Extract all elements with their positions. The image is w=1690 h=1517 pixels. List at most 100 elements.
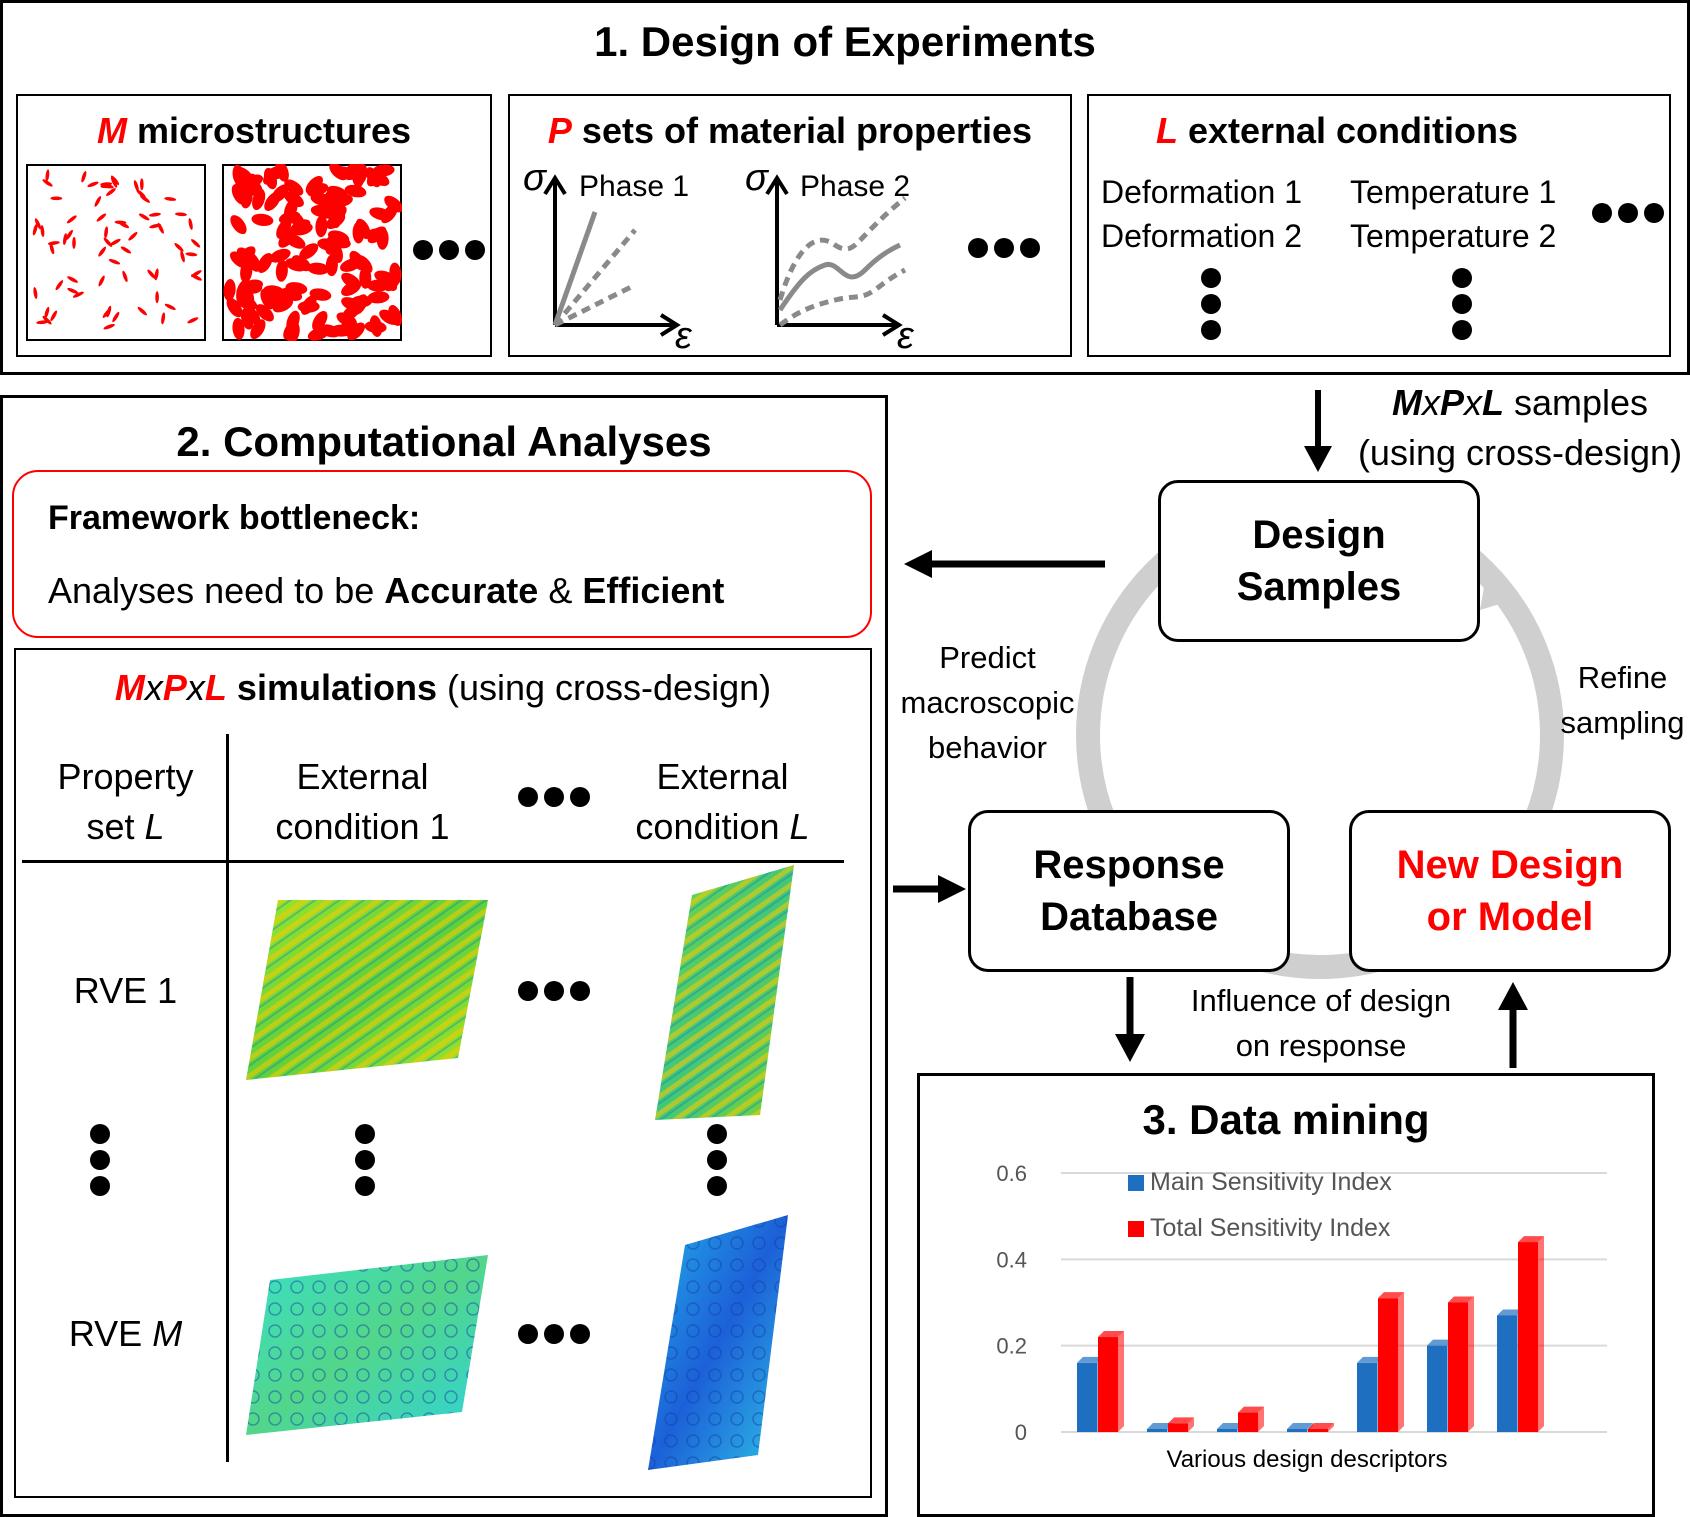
bar bbox=[1217, 1429, 1237, 1432]
conditions-label: external conditions bbox=[1177, 110, 1519, 151]
inclusion bbox=[120, 246, 132, 254]
inclusion bbox=[230, 215, 247, 235]
row-label-rve1: RVE 1 bbox=[73, 970, 178, 1011]
design-samples-line2: Samples bbox=[1236, 565, 1402, 609]
new-design-line2: or Model bbox=[1426, 895, 1594, 939]
inclusion bbox=[347, 322, 366, 341]
inclusion bbox=[44, 306, 50, 319]
inclusion bbox=[236, 279, 251, 301]
bar bbox=[1497, 1315, 1517, 1432]
properties-label: sets of material properties bbox=[571, 110, 1033, 151]
legend-label: Total Sensitivity Index bbox=[1150, 1214, 1391, 1242]
bar bbox=[1357, 1362, 1377, 1432]
bar bbox=[1378, 1298, 1398, 1432]
dm-title: 3. Data mining bbox=[1142, 1096, 1430, 1143]
inclusion bbox=[112, 311, 120, 323]
epsilon-label-1: ε bbox=[675, 315, 693, 355]
inclusion bbox=[359, 266, 372, 289]
inclusion bbox=[103, 237, 113, 247]
bar-top bbox=[1098, 1331, 1124, 1338]
inclusion bbox=[104, 226, 109, 239]
inclusion bbox=[164, 303, 176, 311]
stress-strain-plots: σ Phase 1 ε σ Phase 2 ε bbox=[523, 160, 915, 355]
inclusion bbox=[336, 312, 357, 327]
inclusion bbox=[114, 220, 127, 225]
inclusion bbox=[106, 188, 116, 196]
table-vline bbox=[226, 734, 229, 1462]
inclusion bbox=[243, 177, 263, 194]
properties-heading: P sets of material properties bbox=[508, 110, 1072, 152]
inclusion bbox=[109, 238, 121, 246]
y-tick-label: 0.6 bbox=[996, 1161, 1027, 1186]
inclusion bbox=[188, 218, 193, 230]
inclusion bbox=[191, 274, 202, 281]
bar-top bbox=[1168, 1417, 1194, 1424]
inclusion bbox=[42, 179, 53, 187]
y-tick-label: 0 bbox=[1015, 1420, 1027, 1445]
inclusion bbox=[147, 269, 156, 279]
vertical-ellipsis bbox=[707, 1124, 727, 1196]
bar-top bbox=[1378, 1292, 1404, 1299]
inclusion bbox=[275, 259, 288, 282]
deformation-1: Deformation 1 bbox=[1101, 174, 1302, 210]
design-samples-line1: Design bbox=[1252, 513, 1386, 557]
inclusion bbox=[94, 196, 102, 207]
ellipsis-dots bbox=[518, 981, 590, 1001]
rve1-condition1-plot bbox=[246, 900, 488, 1080]
cycle-arrowhead bbox=[1480, 570, 1513, 610]
inclusion bbox=[34, 218, 42, 230]
inclusion bbox=[271, 184, 289, 203]
inclusion bbox=[369, 207, 391, 221]
bar-top bbox=[1217, 1423, 1243, 1429]
inclusion bbox=[49, 242, 55, 255]
inclusion bbox=[284, 191, 304, 207]
bar bbox=[1308, 1429, 1328, 1432]
inclusion bbox=[36, 320, 49, 325]
rvem-conditionl-plot bbox=[648, 1215, 788, 1470]
inclusion bbox=[240, 307, 254, 330]
inclusion bbox=[33, 287, 38, 299]
bar bbox=[1238, 1412, 1258, 1432]
inclusion bbox=[40, 225, 45, 238]
var-p: P bbox=[547, 110, 572, 151]
inclusion bbox=[98, 275, 105, 287]
var-l: L bbox=[1155, 110, 1178, 151]
bar-side bbox=[1118, 1331, 1124, 1432]
header-property-set: Property set L bbox=[57, 756, 194, 847]
response-database-box: Response Database bbox=[968, 810, 1290, 972]
inclusion bbox=[72, 236, 76, 249]
phase1-plot bbox=[543, 174, 681, 337]
inclusion bbox=[315, 215, 328, 238]
inclusion bbox=[96, 213, 107, 222]
response-db-line2: Database bbox=[1040, 895, 1218, 939]
bar-side bbox=[1468, 1296, 1474, 1432]
conditions-heading: L external conditions bbox=[1087, 110, 1587, 152]
inclusion bbox=[297, 300, 320, 313]
table-hline bbox=[22, 860, 844, 863]
ellipsis-dots bbox=[518, 787, 590, 807]
simulations-heading: MxPxL simulations (using cross-design) bbox=[114, 667, 772, 708]
inclusion bbox=[328, 205, 347, 224]
bar bbox=[1098, 1337, 1118, 1432]
bar-top bbox=[1427, 1339, 1453, 1346]
inclusion bbox=[140, 195, 150, 203]
inclusion bbox=[343, 164, 361, 180]
design-samples-box: Design Samples bbox=[1158, 480, 1480, 642]
inclusion bbox=[275, 164, 289, 182]
sigma-label-2: σ bbox=[745, 160, 770, 199]
inclusion bbox=[365, 228, 388, 241]
y-tick-label: 0.4 bbox=[996, 1247, 1027, 1272]
temperature-1: Temperature 1 bbox=[1350, 174, 1557, 210]
bottleneck-box bbox=[12, 470, 872, 638]
inclusion bbox=[138, 213, 150, 221]
inclusion bbox=[175, 212, 187, 217]
new-design-box: New Design or Model bbox=[1349, 810, 1671, 972]
bar-top bbox=[1308, 1423, 1334, 1429]
inclusion bbox=[344, 184, 367, 198]
inclusion bbox=[148, 212, 161, 217]
vertical-ellipsis bbox=[1452, 268, 1472, 340]
inclusion bbox=[45, 169, 50, 182]
inclusion bbox=[309, 288, 332, 301]
simulation-results bbox=[246, 865, 794, 1470]
properties-box bbox=[508, 94, 1072, 357]
